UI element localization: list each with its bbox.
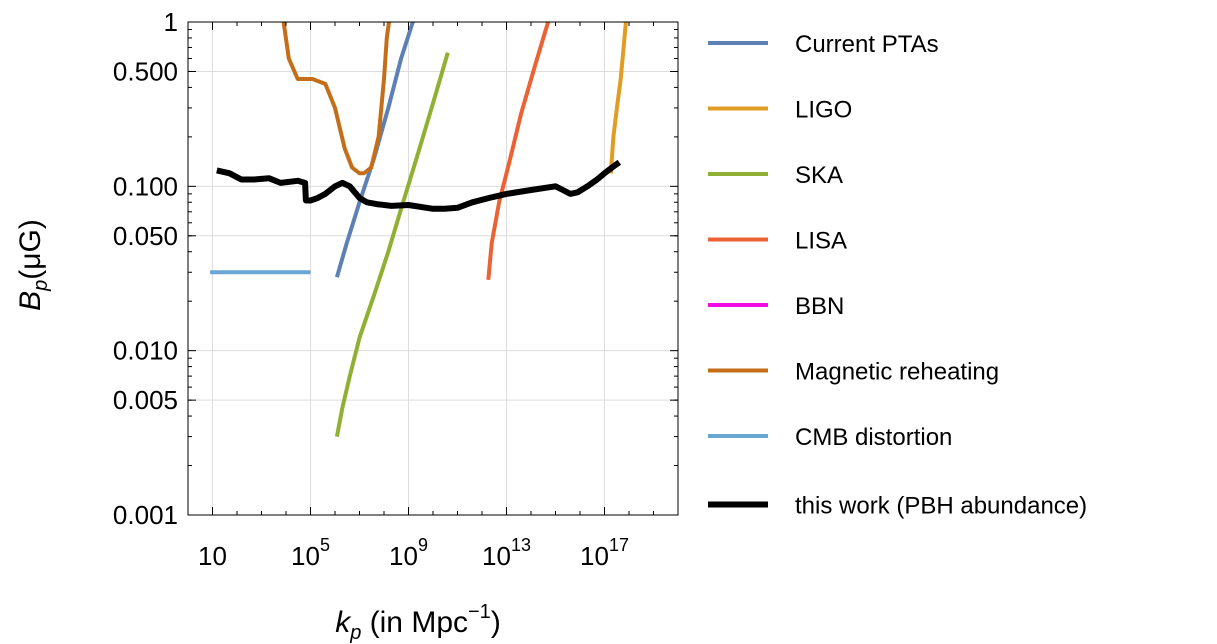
axis-ticks: 10 105 109 1013 1017 1 0.500 0.100 0.050 0.010 0.0… — [113, 7, 679, 571]
legend-label: BBN — [795, 293, 844, 320]
x-axis-sub: p — [349, 622, 361, 644]
x-axis-title: kp (in Mpc−1) — [335, 601, 501, 644]
x-axis-text: (in Mpc — [361, 606, 468, 639]
y-tick-label: 0.001 — [113, 500, 178, 530]
y-tick-label: 0.010 — [113, 336, 178, 366]
x-tick-label: 10 — [198, 541, 227, 571]
legend-label: CMB distortion — [795, 424, 952, 451]
plot-series — [210, 22, 628, 437]
x-tick-label: 1017 — [580, 535, 629, 571]
y-axis-var: B — [14, 291, 47, 311]
series-line-2 — [334, 52, 450, 437]
y-tick-label: 0.005 — [113, 385, 178, 415]
legend: Current PTAs LIGO SKA LISA BBN Magnetic rehea… — [708, 31, 1087, 520]
legend-label: LISA — [795, 228, 847, 255]
legend-label: SKA — [795, 162, 843, 189]
x-tick-label: 109 — [389, 535, 428, 571]
gridlines — [188, 21, 678, 516]
x-axis-var: k — [335, 606, 352, 639]
y-axis-text: (μG) — [14, 219, 47, 280]
legend-label: LIGO — [795, 97, 852, 124]
y-tick-label: 0.100 — [113, 171, 178, 201]
x-axis-sup: −1 — [468, 601, 491, 623]
series-line-7 — [216, 159, 622, 212]
x-tick-label: 1013 — [482, 535, 531, 571]
y-axis-sub: p — [30, 280, 52, 292]
x-axis-close: ) — [491, 606, 501, 639]
x-tick-label: 105 — [291, 535, 330, 571]
legend-label: Current PTAs — [795, 31, 939, 58]
series-line-3 — [486, 22, 551, 280]
series-line-5 — [281, 22, 391, 176]
legend-label: Magnetic reheating — [795, 359, 999, 386]
y-tick-label: 1 — [164, 7, 178, 37]
legend-label: this work (PBH abundance) — [795, 493, 1087, 520]
y-tick-label: 0.500 — [113, 56, 178, 86]
y-axis-title: Bp(μG) — [14, 219, 52, 311]
series-line-1 — [608, 22, 628, 174]
y-tick-label: 0.050 — [113, 221, 178, 251]
